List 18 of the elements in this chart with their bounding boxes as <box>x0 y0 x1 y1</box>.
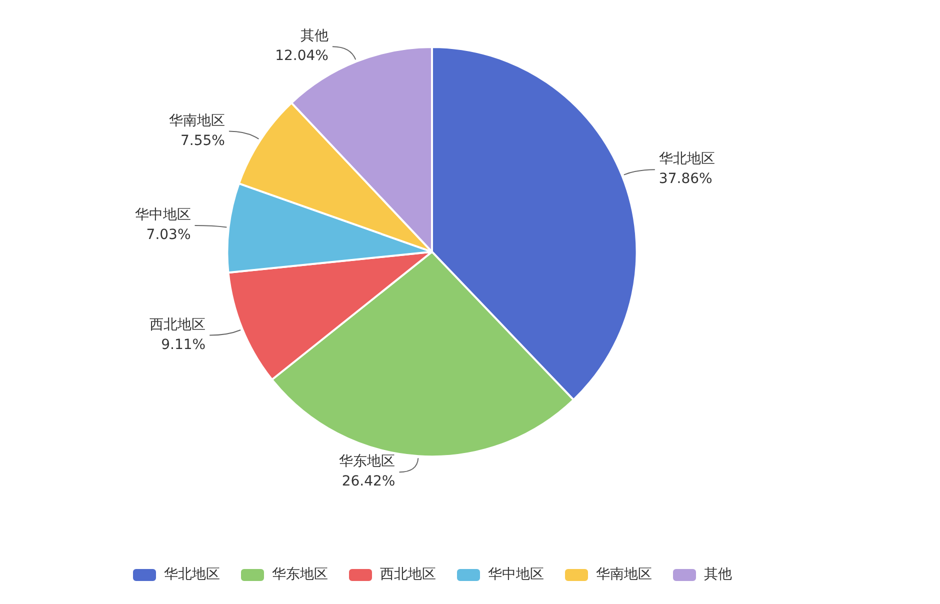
data-label: 9.11% <box>161 336 206 353</box>
data-label: 12.04% <box>275 48 328 64</box>
legend-label: 西北地区 <box>380 566 436 583</box>
slice-label: 华南地区 <box>168 112 225 129</box>
data-label: 26.42% <box>342 474 396 490</box>
data-label: 7.55% <box>180 132 225 149</box>
slice-label: 其他 <box>300 28 328 44</box>
data-label: 7.03% <box>146 227 191 244</box>
legend-label: 其他 <box>704 566 732 583</box>
legend-label: 华南地区 <box>596 566 652 583</box>
legend-label: 华东地区 <box>272 566 328 583</box>
slice-label: 华东地区 <box>339 454 396 470</box>
legend-label: 华北地区 <box>164 566 220 583</box>
slice-label: 华北地区 <box>658 151 715 168</box>
slice-label: 西北地区 <box>150 316 206 333</box>
legend-label: 华中地区 <box>488 566 544 583</box>
slice-label: 华中地区 <box>134 207 191 224</box>
data-label: 37.86% <box>658 171 712 188</box>
